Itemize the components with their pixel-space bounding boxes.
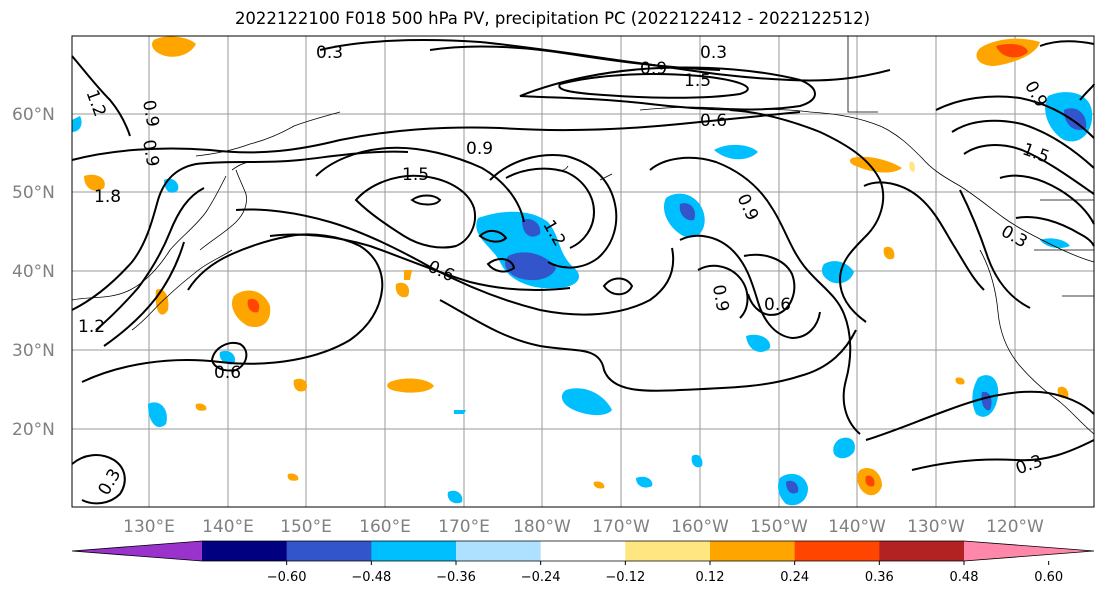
contour-label: 0.6 [764, 295, 791, 315]
colorbar-segment [710, 541, 796, 561]
lon-label: 170°W [592, 517, 650, 537]
colorbar-segment [371, 541, 457, 561]
contour-label: 1.5 [684, 71, 711, 91]
contour-label: 0.9 [708, 283, 732, 313]
lon-label: 150°E [280, 517, 332, 537]
colorbar-tick-label: −0.12 [605, 570, 645, 585]
lon-label: 170°E [438, 517, 490, 537]
lon-label: 130°E [123, 517, 175, 537]
lat-label: 20°N [12, 420, 55, 440]
latitude-labels: 60°N 50°N 40°N 30°N 20°N [12, 105, 55, 440]
lon-label: 150°W [750, 517, 808, 537]
lat-label: 50°N [12, 183, 55, 203]
lon-label: 140°E [202, 517, 254, 537]
colorbar-tick-label: −0.48 [351, 570, 391, 585]
lon-label: 160°W [671, 517, 729, 537]
colorbar-segment [540, 541, 626, 561]
colorbar-tick-label: 0.60 [1034, 570, 1063, 585]
lon-label: 140°W [828, 517, 886, 537]
colorbar-tick-label: 0.36 [865, 570, 894, 585]
colorbar-extend-low [72, 541, 202, 561]
colorbar-extend-high [964, 541, 1094, 561]
lon-label: 130°W [907, 517, 965, 537]
colorbar-outline [71, 540, 1095, 562]
map-title: 2022122100 F018 500 hPa PV, precipitatio… [234, 9, 871, 28]
contour-label: 1.5 [402, 165, 429, 185]
precip-anomaly-shading [72, 36, 1093, 506]
colorbar-segment [879, 541, 965, 561]
colorbar-tick-label: −0.24 [521, 570, 561, 585]
contour-label: 0.9 [466, 139, 493, 159]
contour-label: 0.6 [700, 111, 727, 131]
pv-contours [71, 39, 1095, 505]
colorbar-tick-label: 0.24 [780, 570, 809, 585]
contour-label: 0.3 [700, 43, 727, 63]
colorbar-segment [286, 541, 372, 561]
contour-label: 0.9 [138, 99, 162, 129]
colorbar-tick-label: 0.48 [950, 570, 979, 585]
lat-label: 40°N [12, 262, 55, 282]
lat-label: 30°N [12, 341, 55, 361]
colorbar-segment [456, 541, 542, 561]
contour-label: 0.3 [316, 43, 343, 63]
colorbar-tick-label: −0.60 [267, 570, 307, 585]
lon-label: 120°W [986, 517, 1044, 537]
colorbar-tick-label: 0.12 [696, 570, 725, 585]
contour-label: 0.9 [640, 59, 667, 79]
contour-label: 1.2 [78, 317, 105, 337]
contour-label: 0.6 [214, 363, 241, 383]
contour-label: 1.8 [94, 187, 121, 207]
contour-label: 0.9 [138, 138, 162, 168]
colorbar-segment [625, 541, 711, 561]
colorbar-segment [794, 541, 880, 561]
map-frame [71, 35, 1095, 508]
colorbar-tick-label: −0.36 [436, 570, 476, 585]
lon-label: 180°W [513, 517, 571, 537]
colorbar: −0.60 −0.48 −0.36 −0.24 −0.12 0.12 0.24 0.36 0.4… [71, 540, 1095, 585]
lon-label: 160°E [359, 517, 411, 537]
longitude-labels: 130°E 140°E 150°E 160°E 170°E 180°W 170°… [123, 517, 1044, 537]
lat-label: 60°N [12, 105, 55, 125]
colorbar-segment [202, 541, 288, 561]
